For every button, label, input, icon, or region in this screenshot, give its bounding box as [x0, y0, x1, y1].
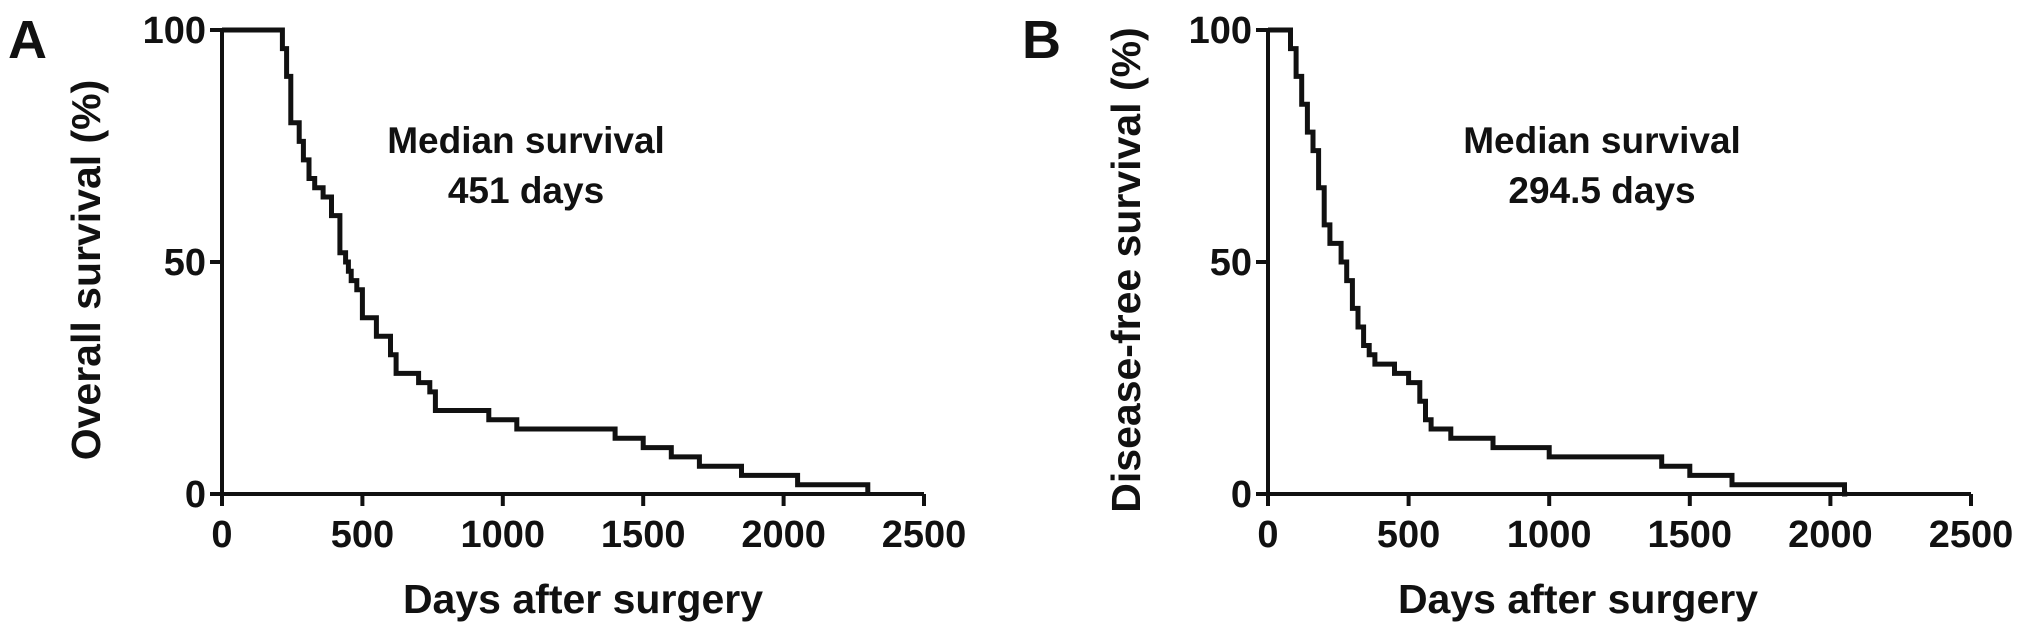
x-tick-label: 2500: [1929, 514, 2014, 556]
x-tick-label: 500: [331, 514, 394, 556]
y-tick-label: 100: [143, 10, 206, 52]
x-tick-label: 0: [211, 514, 232, 556]
x-tick-label: 2000: [741, 514, 826, 556]
x-tick-label: 2000: [1788, 514, 1873, 556]
y-tick-label: 50: [1210, 242, 1252, 284]
x-tick-label: 2500: [882, 514, 967, 556]
y-tick-label: 100: [1189, 10, 1252, 52]
x-tick-label: 1500: [601, 514, 686, 556]
y-tick-label: 0: [185, 474, 206, 516]
x-tick-label: 500: [1377, 514, 1440, 556]
disease-free-survival-panel: B Disease-free survival (%) Days after s…: [1022, 10, 2013, 622]
survival-curve: [222, 27, 871, 494]
y-tick-label: 50: [164, 242, 206, 284]
panel-label-a: A: [8, 10, 47, 70]
x-tick-label: 1500: [1648, 514, 1733, 556]
median-survival-label: Median survival: [1463, 120, 1741, 161]
median-survival-label: Median survival: [387, 120, 665, 161]
y-tick-label: 0: [1231, 474, 1252, 516]
panel-label-b: B: [1022, 10, 1061, 70]
x-axis-title: Days after surgery: [403, 576, 763, 622]
x-tick-label: 1000: [461, 514, 546, 556]
x-tick-label: 1000: [1507, 514, 1592, 556]
y-axis-title: Overall survival (%): [63, 80, 109, 461]
survival-curve: [1268, 27, 1848, 497]
overall-survival-panel: A Overall survival (%) Days after surger…: [8, 10, 966, 622]
median-survival-value: 294.5 days: [1508, 170, 1695, 211]
median-survival-value: 451 days: [448, 170, 604, 211]
y-axis-title: Disease-free survival (%): [1103, 27, 1149, 512]
x-tick-label: 0: [1257, 514, 1278, 556]
x-axis-title: Days after surgery: [1398, 576, 1758, 622]
